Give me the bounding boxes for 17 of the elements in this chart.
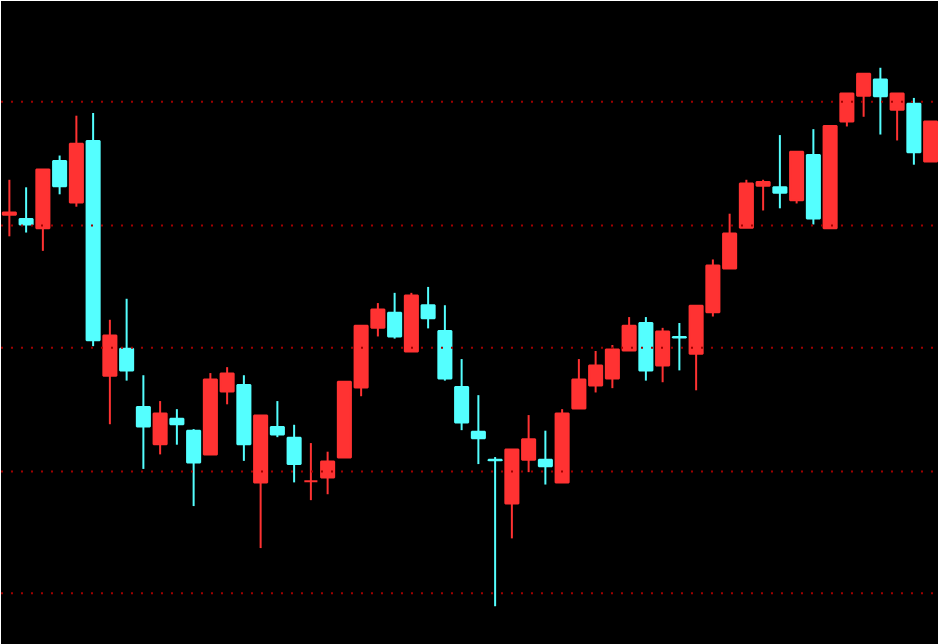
candlestick	[537, 429, 553, 486]
candlestick	[470, 394, 486, 466]
candlestick	[303, 442, 319, 502]
candlestick	[420, 285, 436, 330]
candlestick	[135, 374, 151, 470]
candlestick	[119, 297, 135, 382]
candlestick	[18, 186, 34, 234]
candlestick	[236, 374, 252, 462]
candlestick	[772, 134, 788, 210]
candlestick	[387, 291, 403, 340]
candlestick	[872, 66, 888, 136]
candlestick	[286, 423, 302, 484]
candlestick	[671, 322, 687, 372]
candlestick	[102, 318, 118, 426]
candlestick	[1, 178, 17, 238]
candlestick	[169, 408, 185, 446]
candlestick	[437, 304, 453, 382]
